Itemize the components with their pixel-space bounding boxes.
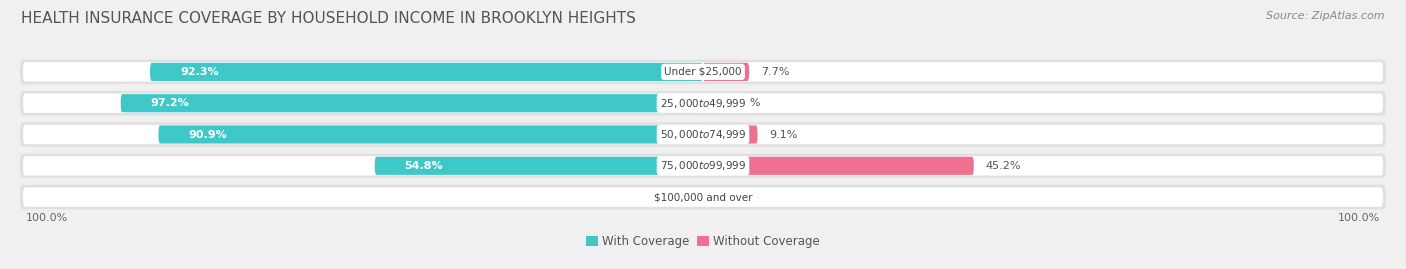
Text: Under $25,000: Under $25,000 (664, 67, 742, 77)
Text: $100,000 and over: $100,000 and over (654, 192, 752, 202)
FancyBboxPatch shape (121, 94, 703, 112)
Text: $25,000 to $49,999: $25,000 to $49,999 (659, 97, 747, 110)
FancyBboxPatch shape (375, 157, 703, 175)
FancyBboxPatch shape (703, 63, 749, 81)
Legend: With Coverage, Without Coverage: With Coverage, Without Coverage (581, 230, 825, 253)
Text: 90.9%: 90.9% (188, 129, 228, 140)
FancyBboxPatch shape (20, 60, 1386, 84)
Text: HEALTH INSURANCE COVERAGE BY HOUSEHOLD INCOME IN BROOKLYN HEIGHTS: HEALTH INSURANCE COVERAGE BY HOUSEHOLD I… (21, 11, 636, 26)
Text: 0.0%: 0.0% (721, 192, 749, 202)
FancyBboxPatch shape (22, 156, 1384, 175)
Text: 97.2%: 97.2% (150, 98, 190, 108)
Text: 100.0%: 100.0% (1337, 213, 1379, 223)
Text: 92.3%: 92.3% (180, 67, 218, 77)
Text: 7.7%: 7.7% (761, 67, 790, 77)
Text: Source: ZipAtlas.com: Source: ZipAtlas.com (1267, 11, 1385, 21)
Text: 45.2%: 45.2% (986, 161, 1021, 171)
FancyBboxPatch shape (20, 122, 1386, 147)
Text: 0.0%: 0.0% (657, 192, 685, 202)
FancyBboxPatch shape (22, 125, 1384, 144)
FancyBboxPatch shape (150, 63, 703, 81)
FancyBboxPatch shape (22, 187, 1384, 207)
FancyBboxPatch shape (703, 125, 758, 144)
FancyBboxPatch shape (22, 62, 1384, 82)
Text: 100.0%: 100.0% (27, 213, 69, 223)
Text: 54.8%: 54.8% (405, 161, 443, 171)
FancyBboxPatch shape (20, 185, 1386, 209)
FancyBboxPatch shape (703, 94, 720, 112)
FancyBboxPatch shape (703, 157, 974, 175)
Text: 2.8%: 2.8% (731, 98, 761, 108)
FancyBboxPatch shape (20, 91, 1386, 115)
Text: $75,000 to $99,999: $75,000 to $99,999 (659, 159, 747, 172)
FancyBboxPatch shape (159, 125, 703, 144)
FancyBboxPatch shape (20, 154, 1386, 178)
Text: $50,000 to $74,999: $50,000 to $74,999 (659, 128, 747, 141)
FancyBboxPatch shape (22, 94, 1384, 113)
Text: 9.1%: 9.1% (769, 129, 797, 140)
